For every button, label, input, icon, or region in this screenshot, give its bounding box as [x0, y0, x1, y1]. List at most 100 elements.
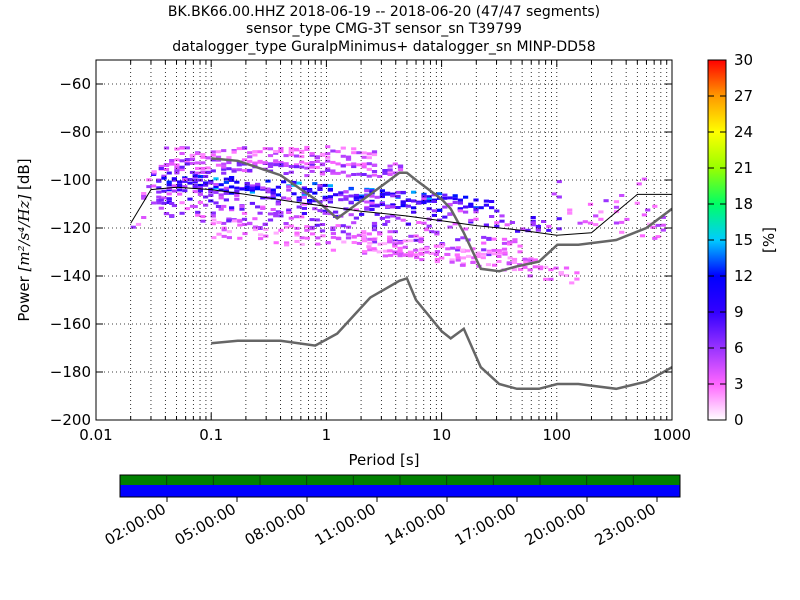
- histogram-cell: [283, 162, 289, 166]
- histogram-cell: [593, 214, 599, 218]
- histogram-cell: [304, 236, 310, 240]
- histogram-cell: [229, 208, 235, 212]
- colorbar-tick-label: 27: [734, 87, 753, 105]
- histogram-cell: [395, 190, 401, 194]
- histogram-cell: [322, 183, 328, 187]
- histogram-cell: [541, 220, 547, 223]
- histogram-cell: [192, 174, 198, 178]
- histogram-cell: [457, 198, 463, 202]
- histogram-cell: [267, 212, 274, 216]
- histogram-cell: [304, 147, 310, 151]
- histogram-cell: [156, 179, 162, 183]
- histogram-cell: [215, 155, 222, 159]
- histogram-cell: [478, 206, 484, 210]
- histogram-cell: [361, 230, 367, 234]
- histogram-cell: [366, 156, 372, 160]
- histogram-cell: [330, 169, 336, 173]
- histogram-cell: [340, 170, 346, 174]
- histogram-cell: [234, 192, 240, 196]
- histogram-cell: [423, 228, 430, 232]
- histogram-cell: [278, 228, 284, 232]
- histogram-cell: [304, 174, 310, 178]
- histogram-cell: [362, 250, 368, 254]
- histogram-cell: [473, 207, 479, 211]
- histogram-cell: [319, 229, 326, 233]
- histogram-cell: [489, 200, 495, 203]
- histogram-cell: [215, 163, 222, 167]
- histogram-cell: [530, 216, 536, 219]
- histogram-cell: [273, 163, 279, 167]
- histogram-cell: [473, 206, 479, 210]
- histogram-cell: [587, 202, 594, 206]
- y-tick-label: −200: [50, 411, 91, 429]
- histogram-cell: [174, 166, 180, 170]
- histogram-cell: [182, 179, 188, 183]
- y-tick-label: −160: [50, 315, 91, 333]
- histogram-cell: [517, 244, 523, 248]
- y-axis-label: Power [m²/s⁴/Hz] [dB]: [15, 158, 33, 321]
- histogram-cell: [577, 221, 583, 225]
- histogram-cell: [327, 197, 333, 201]
- histogram-cell: [158, 198, 164, 202]
- histogram-cell: [535, 224, 541, 228]
- histogram-cell: [501, 237, 508, 241]
- histogram-cell: [382, 171, 388, 175]
- histogram-cell: [361, 237, 367, 241]
- histogram-cell: [395, 194, 401, 198]
- y-tick-label: −140: [50, 267, 91, 285]
- histogram-cell: [348, 200, 354, 204]
- histogram-cell: [353, 208, 359, 212]
- histogram-cell: [400, 218, 406, 222]
- histogram-cell: [393, 252, 399, 256]
- histogram-cell: [387, 230, 393, 234]
- histogram-cell: [457, 207, 463, 211]
- histogram-cell: [236, 147, 242, 151]
- histogram-cell: [319, 172, 326, 176]
- histogram-cell: [454, 253, 460, 257]
- histogram-cell: [598, 210, 604, 214]
- histogram-cell: [507, 242, 513, 246]
- histogram-cell: [492, 252, 498, 256]
- histogram-cell: [205, 166, 211, 170]
- histogram-cell: [463, 205, 469, 209]
- histogram-cell: [232, 219, 238, 223]
- histogram-cell: [468, 218, 474, 222]
- histogram-cell: [221, 149, 227, 153]
- histogram-cell: [345, 157, 352, 161]
- histogram-cell: [299, 155, 305, 159]
- histogram-cell: [387, 168, 393, 172]
- histogram-cell: [327, 200, 333, 204]
- histogram-cell: [400, 204, 406, 208]
- plot-grid: [96, 60, 672, 420]
- histogram-cell: [161, 176, 167, 180]
- histogram-cell: [141, 196, 147, 200]
- histogram-cell: [371, 224, 378, 228]
- histogram-cell: [405, 199, 411, 202]
- histogram-cell: [200, 153, 206, 157]
- histogram-cell: [314, 165, 320, 169]
- histogram-cell: [301, 202, 307, 206]
- histogram-cell: [405, 204, 411, 208]
- histogram-cell: [247, 159, 253, 163]
- histogram-cell: [241, 217, 248, 221]
- histogram-cell: [304, 225, 310, 229]
- histogram-cell: [216, 232, 222, 236]
- histogram-cell: [223, 191, 229, 195]
- histogram-cell: [301, 212, 307, 215]
- histogram-cell: [481, 235, 487, 239]
- histogram-cell: [489, 206, 495, 210]
- histogram-cell: [641, 177, 647, 181]
- histogram-cell: [330, 235, 336, 239]
- histogram-cell: [195, 210, 201, 214]
- histogram-cell: [351, 151, 357, 155]
- histogram-cell: [491, 237, 497, 241]
- histogram-cell: [421, 221, 427, 225]
- histogram-cell: [423, 247, 429, 250]
- histogram-cell: [236, 168, 242, 172]
- histogram-cell: [499, 219, 505, 223]
- histogram-cell: [195, 161, 201, 165]
- histogram-cell: [457, 209, 463, 213]
- histogram-cell: [267, 162, 274, 166]
- plot-background: [96, 60, 672, 420]
- histogram-cell: [317, 184, 323, 187]
